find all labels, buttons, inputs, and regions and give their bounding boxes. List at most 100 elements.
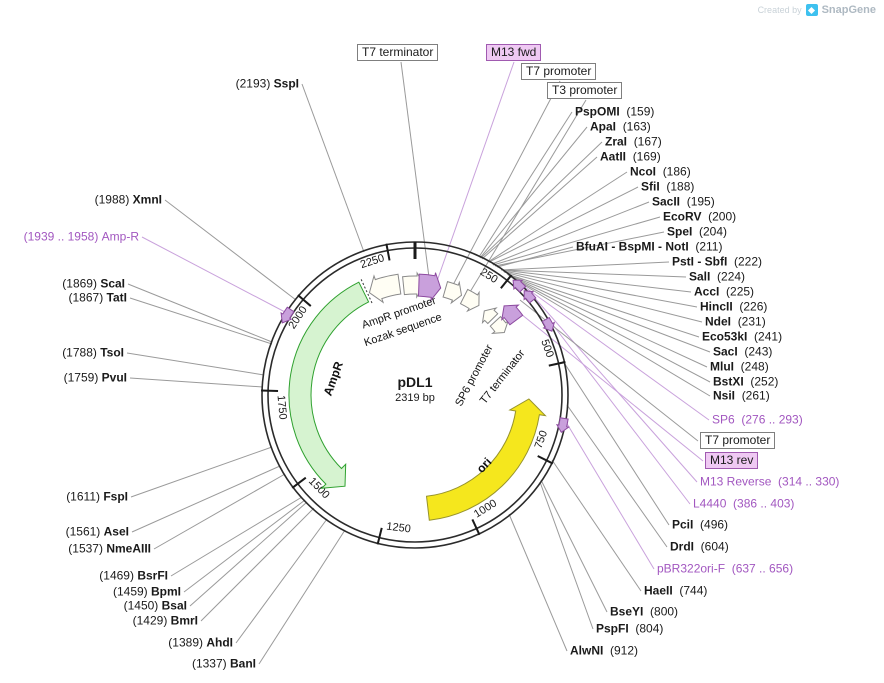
- site-label-pcii[interactable]: PciI (496): [672, 518, 728, 532]
- site-label-aatii[interactable]: AatII (169): [600, 150, 661, 164]
- site-label-bstxi[interactable]: BstXI (252): [713, 375, 778, 389]
- site-label-eco53ki[interactable]: Eco53kI (241): [702, 330, 782, 344]
- site-label-l4440[interactable]: L4440 (386 .. 403): [693, 497, 794, 511]
- site-position: (744): [679, 583, 708, 598]
- connector-line: [141, 236, 286, 313]
- connector-line: [452, 80, 561, 286]
- site-label-bsrfi[interactable]: (1469) BsrFI: [99, 569, 168, 583]
- connector-line: [532, 295, 698, 483]
- site-name: AccI: [694, 284, 720, 299]
- site-position: (1869): [62, 276, 97, 291]
- site-label-alwni[interactable]: AlwNI (912): [570, 644, 638, 658]
- site-label-haeii[interactable]: HaeII (744): [644, 583, 708, 598]
- boxed-label-t7-promoter-2[interactable]: T7 promoter: [700, 432, 776, 449]
- site-label-tati[interactable]: (1867) TatI: [69, 291, 127, 305]
- sp6-promoter-feature[interactable]: [481, 307, 499, 325]
- connector-line: [469, 99, 587, 293]
- site-label-spei[interactable]: SpeI (204): [667, 224, 727, 239]
- site-label-sfii[interactable]: SfiI (188): [641, 180, 694, 194]
- boxed-label-t3-promoter[interactable]: T3 promoter: [547, 82, 623, 99]
- site-label-m13-reverse[interactable]: M13 Reverse (314 .. 330): [700, 475, 839, 489]
- connector-line: [478, 111, 573, 258]
- site-label-ahdi[interactable]: (1389) AhdI: [168, 635, 233, 650]
- site-label-sp6[interactable]: SP6 (276 .. 293): [712, 413, 803, 427]
- m13-reverse-primer-arrow[interactable]: [523, 290, 537, 304]
- site-label-drdi[interactable]: DrdI (604): [670, 540, 729, 554]
- site-label-pspfi[interactable]: PspFI (804): [596, 621, 664, 636]
- site-label-pvui[interactable]: (1759) PvuI: [64, 371, 127, 385]
- site-label-apai[interactable]: ApaI (163): [590, 119, 651, 134]
- site-label-bfuai-bspmi-noti[interactable]: BfuAI - BspMI - NotI (211): [576, 240, 722, 254]
- site-name: NsiI: [713, 388, 736, 403]
- boxed-label-t7-promoter-1[interactable]: T7 promoter: [521, 63, 597, 80]
- site-label-amp-r[interactable]: (1939 .. 1958) Amp-R: [24, 230, 139, 244]
- ori-feature[interactable]: [425, 398, 547, 521]
- site-label-tsoi[interactable]: (1788) TsoI: [62, 345, 124, 360]
- connector-line: [566, 404, 668, 548]
- site-name: BsaI: [161, 598, 187, 613]
- site-label-nsii[interactable]: NsiI (261): [713, 388, 770, 403]
- m13-rev-primer-arrow[interactable]: [501, 304, 524, 326]
- boxed-label-t7-terminator[interactable]: T7 terminator: [357, 44, 439, 61]
- amp-r-primer-arrow[interactable]: [280, 306, 295, 324]
- boxed-label-m13-fwd[interactable]: M13 fwd: [486, 44, 542, 61]
- connector-line: [506, 273, 700, 338]
- site-label-nmeaiii[interactable]: (1537) NmeAIII: [68, 541, 151, 556]
- site-label-bmri[interactable]: (1429) BmrI: [133, 614, 198, 628]
- l4440-primer-arrow[interactable]: [541, 316, 556, 332]
- ampr-cds[interactable]: [288, 281, 370, 489]
- site-label-acci[interactable]: AccI (225): [694, 284, 755, 299]
- m13-fwd-primer-arrow[interactable]: [417, 272, 442, 303]
- site-label-scai[interactable]: (1869) ScaI: [62, 276, 125, 291]
- site-label-pbr322ori-f[interactable]: pBR322ori-F (637 .. 656): [657, 562, 793, 576]
- ampr-promoter-feature[interactable]: [368, 273, 402, 304]
- site-label-fspi[interactable]: (1611) FspI: [66, 490, 128, 504]
- site-name: AhdI: [206, 635, 233, 650]
- connector-line: [496, 246, 574, 268]
- site-label-saci[interactable]: SacI (243): [713, 345, 772, 359]
- site-label-sacii[interactable]: SacII (195): [652, 195, 715, 209]
- tick-label: 1250: [386, 521, 412, 536]
- feature-arrows: [280, 271, 570, 521]
- connector-line: [507, 274, 711, 353]
- site-label-mlui[interactable]: MluI (248): [710, 360, 769, 374]
- connector-line: [235, 518, 328, 644]
- site-name: ZraI: [605, 134, 628, 149]
- site-position: (1537): [68, 541, 103, 556]
- site-label-hincii[interactable]: HincII (226): [700, 300, 767, 314]
- t7-promoter-feature-1[interactable]: [442, 280, 463, 305]
- site-label-psti-sbfi[interactable]: PstI - SbfI (222): [672, 255, 762, 269]
- feature-label-ampr[interactable]: AmpR: [321, 359, 346, 397]
- pbr322ori-f-primer-arrow[interactable]: [555, 417, 570, 434]
- site-label-ecorv[interactable]: EcoRV (200): [663, 210, 736, 224]
- sp6-primer-arrow[interactable]: [512, 279, 527, 293]
- site-position: (163): [622, 119, 651, 134]
- tick-mark: [385, 243, 391, 261]
- site-label-bani[interactable]: (1337) BanI: [192, 657, 256, 671]
- site-label-sspi[interactable]: (2193) SspI: [236, 77, 299, 91]
- site-position: (804): [635, 621, 664, 636]
- site-label-zrai[interactable]: ZraI (167): [605, 134, 662, 149]
- site-position: (1788): [62, 345, 97, 360]
- site-label-bpmi[interactable]: (1459) BpmI: [113, 585, 181, 599]
- site-name: NdeI: [705, 314, 732, 329]
- site-name: ScaI: [100, 276, 125, 291]
- connector-line: [502, 270, 698, 308]
- snapgene-branding: Created by SnapGene: [758, 4, 876, 16]
- site-name: SpeI: [667, 224, 693, 239]
- site-position: (225): [726, 284, 755, 299]
- connector-line: [508, 513, 568, 652]
- t7-promoter-feature-2[interactable]: [489, 315, 510, 335]
- site-label-bsai[interactable]: (1450) BsaI: [124, 598, 187, 613]
- connector-line: [479, 126, 588, 259]
- site-label-sali[interactable]: SalI (224): [689, 270, 745, 284]
- t3-promoter-feature[interactable]: [459, 288, 480, 313]
- site-label-xmni[interactable]: (1988) XmnI: [95, 193, 162, 207]
- site-label-ncoi[interactable]: NcoI (186): [630, 165, 691, 179]
- boxed-label-m13-rev[interactable]: M13 rev: [705, 452, 759, 469]
- site-label-asei[interactable]: (1561) AseI: [66, 525, 129, 539]
- site-label-ndei[interactable]: NdeI (231): [705, 314, 766, 329]
- site-label-bseyi[interactable]: BseYI (800): [610, 605, 678, 619]
- site-label-pspomi[interactable]: PspOMI (159): [575, 105, 654, 119]
